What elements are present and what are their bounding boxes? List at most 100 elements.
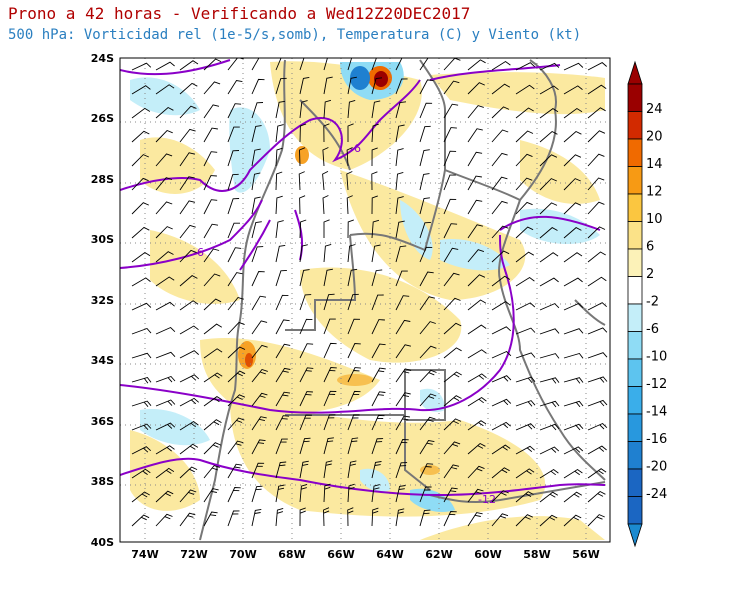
wind-barb [347,507,354,527]
colorbar-segment [627,496,643,525]
wind-barb [443,80,460,95]
wind-barb [467,249,485,263]
wind-barb [491,444,511,455]
wind-barb [443,272,460,287]
wind-barb [515,514,533,527]
wind-barb [395,392,411,407]
wind-barb [347,219,354,239]
wind-barb [155,106,174,119]
wind-barb [467,420,487,431]
wind-barb [251,246,264,263]
wind-barb [563,423,584,431]
wind-barb [275,507,284,527]
colorbar-label: -12 [646,377,667,392]
wind-barb [323,460,333,479]
colorbar-label: -10 [646,349,667,364]
wind-barb [275,244,286,263]
colorbar-segment [627,386,643,415]
lat-label: 24S [91,52,114,65]
lon-label: 58W [523,548,550,561]
colorbar-label: -2 [646,294,659,309]
wind-barb [587,276,607,287]
wind-barb [539,303,560,311]
wind-barb [299,269,310,287]
wind-barb [443,441,461,455]
wind-barb [179,397,199,407]
wind-barb [203,323,223,335]
wind-barb [227,272,243,287]
wind-barb [155,422,176,431]
wind-barb [251,344,268,359]
wind-barb [275,343,291,359]
wind-barb [563,202,582,215]
lon-label: 56W [572,548,599,561]
lat-label: 38S [91,475,114,488]
wind-barb [587,201,605,215]
wind-barb [131,85,151,95]
wind-barb [251,58,260,71]
wind-barb [179,249,197,263]
wind-barb [323,99,332,119]
wind-barb [299,343,314,359]
wind-barb [419,440,435,455]
colorbar-bottom-arrow [627,523,643,548]
wind-barb [299,219,307,239]
wind-barb [299,318,313,335]
wind-barb [419,58,435,71]
wind-barb [251,78,265,95]
wind-barb [419,149,430,167]
colorbar-label: -20 [646,459,667,474]
wind-barb [419,246,433,263]
wind-barb [347,414,360,431]
wind-barb [346,147,353,167]
wind-barb [395,220,405,239]
colorbar-label: 24 [646,102,663,117]
wind-barb [131,446,152,455]
wind-barb [347,123,354,142]
plot-frame [119,57,611,543]
wind-barb [587,62,607,71]
wind-barb [467,349,487,359]
wind-barb [251,368,268,383]
wind-barb [515,130,534,143]
wind-barb [491,275,511,287]
wind-barb [395,485,406,503]
wind-barb [347,293,359,311]
wind-barb [371,58,377,71]
wind-barb [539,252,559,263]
colorbar-top-arrow [627,60,643,85]
wind-barb [251,485,263,503]
wind-barb [563,377,584,384]
lon-label: 64W [376,548,403,561]
wind-barb [515,327,536,335]
wind-barb [203,199,218,215]
wind-barb [539,62,560,71]
wind-barb [443,347,462,359]
contour-label: -6 [193,246,204,259]
wind-barb [203,127,218,143]
wind-barb [587,468,607,479]
wind-barb [299,58,305,71]
wind-barb [275,195,283,215]
wind-barb [395,171,404,191]
wind-barb [587,251,606,263]
wind-barb [563,178,581,191]
wind-barb [491,106,510,119]
wind-barb [179,224,196,239]
wind-barb [179,489,197,503]
lat-label: 28S [91,173,114,186]
wind-barb [443,198,457,215]
wind-barb [179,420,199,431]
wind-barb [395,368,412,383]
wind-barb [179,374,200,383]
wind-barb [227,321,245,335]
wind-barb [179,60,199,71]
wind-barb [539,491,559,503]
wind-barb [155,226,173,239]
colorbar-segment [627,248,643,277]
wind-barb [227,58,244,71]
wind-barb [419,221,431,239]
colorbar-segment [627,166,643,195]
wind-barb [467,488,484,503]
wind-barb [443,371,462,383]
